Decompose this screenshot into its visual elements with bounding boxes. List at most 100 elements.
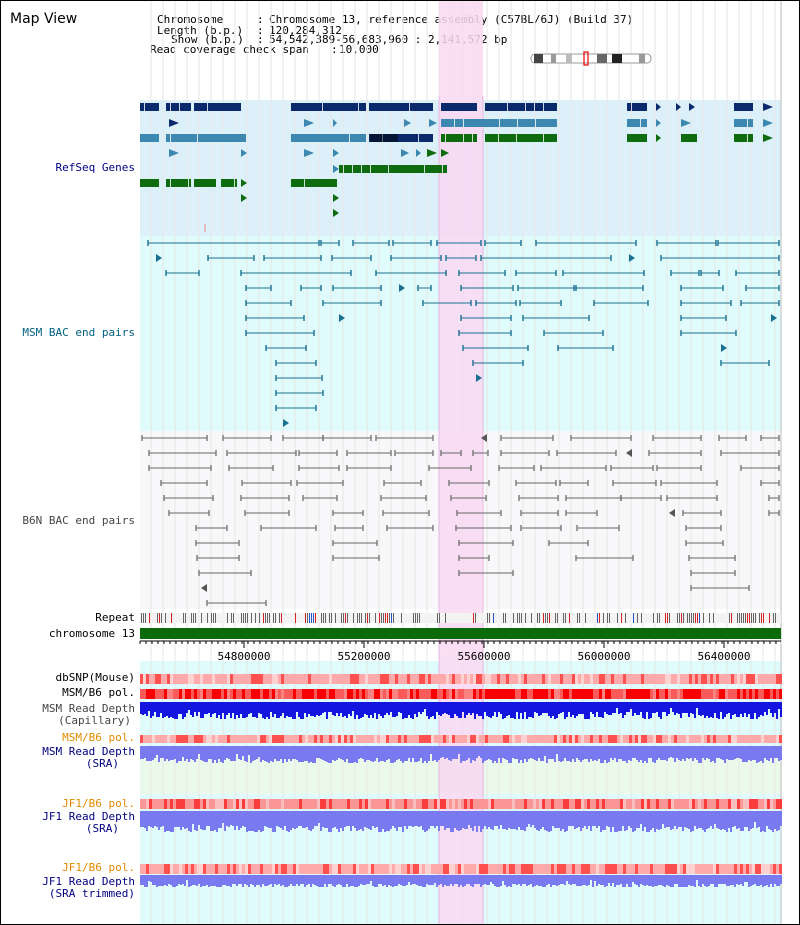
gene-arrow — [401, 149, 409, 157]
gene-body — [140, 103, 159, 111]
axis-tick-label: 55600000 — [458, 650, 511, 663]
bac-end-arrow — [629, 254, 635, 262]
gene-arrow — [169, 149, 179, 157]
gene-body — [194, 179, 216, 187]
gene-body — [441, 103, 477, 111]
gene-arrow — [681, 119, 691, 127]
gene-body — [369, 103, 433, 111]
show-sep: : — [257, 33, 264, 46]
label-repeat: Repeat — [95, 611, 135, 624]
position-axis: 54800000 55200000 55600000 56000000 56400000 — [139, 640, 781, 663]
label-chromosome: chromosome 13 — [48, 627, 135, 640]
label-jf1-depth-sra: JF1 Read Depth (SRA) — [15, 811, 135, 835]
gene-arrow — [333, 149, 339, 157]
gene-arrow — [241, 179, 247, 187]
dotted-verticals — [438, 96, 484, 924]
axis-tick-label: 55200000 — [338, 650, 391, 663]
gene-arrow — [763, 134, 773, 142]
bac-end-arrow — [201, 584, 207, 592]
gene-body — [485, 103, 557, 111]
gene-body — [166, 134, 246, 142]
gene-body — [369, 134, 433, 142]
show-key: Show (b.p.) — [171, 33, 244, 46]
gene-body — [291, 134, 366, 142]
gene-body — [734, 119, 753, 127]
gene-body — [291, 103, 366, 111]
length-value: 120,284,312 — [269, 24, 342, 37]
gene-arrow — [241, 194, 247, 202]
bac-end-arrow — [771, 314, 777, 322]
label-jf1-depth-trim: JF1 Read Depth (SRA trimmed) — [15, 876, 135, 900]
axis-tick-label: 56000000 — [578, 650, 631, 663]
gene-arrow — [404, 119, 411, 127]
msm-bac-features — [147, 240, 780, 427]
read-depth-tracks — [140, 702, 782, 887]
axis-tick-label: 56400000 — [698, 650, 751, 663]
gene-body — [441, 134, 477, 142]
map-view-title: Map View — [10, 11, 78, 27]
gene-arrow — [333, 165, 339, 173]
label-msm-b6-pol-2: MSM/B6 pol. — [62, 731, 135, 744]
label-jf1-depth-trim-line1: JF1 Read Depth — [42, 875, 135, 888]
gene-body — [339, 165, 447, 173]
gene-arrow — [333, 194, 339, 202]
gene-arrow — [416, 149, 421, 157]
label-msm-depth-cap-line2: (Capillary) — [58, 714, 131, 727]
bac-end-arrow — [481, 434, 487, 442]
bac-end-arrow — [626, 449, 632, 457]
gene-body — [291, 179, 337, 187]
gene-body — [221, 179, 237, 187]
bac-end-arrow — [476, 374, 482, 382]
bac-end-arrow — [283, 419, 289, 427]
label-jf1-depth-sra-line2: (SRA) — [85, 822, 119, 835]
gene-arrow — [304, 119, 314, 127]
gene-body — [734, 134, 753, 142]
gene-body — [627, 119, 647, 127]
bac-end-arrow — [399, 284, 405, 292]
gene-arrow — [304, 149, 314, 157]
label-msm-depth-sra-line2: (SRA) — [85, 757, 119, 770]
bac-end-arrow — [156, 254, 162, 262]
label-msm-depth-cap-line1: MSM Read Depth — [42, 702, 135, 715]
bac-end-arrow — [339, 314, 345, 322]
label-msm-depth-sra: MSM Read Depth (SRA) — [15, 746, 135, 770]
gene-body — [681, 134, 697, 142]
axis-tick-label: 54800000 — [218, 650, 271, 663]
gene-body — [166, 103, 191, 111]
chromosome-sep: : — [257, 13, 264, 26]
repeat-track — [140, 613, 781, 623]
gene-arrow — [656, 119, 661, 127]
gene-arrow — [441, 149, 449, 157]
coverage-value: 10,000 — [339, 43, 379, 56]
bac-end-arrow — [721, 344, 727, 352]
label-msm-depth-cap: MSM Read Depth (Capillary) — [15, 703, 135, 727]
refseq-gene-features — [140, 103, 773, 232]
label-jf1-b6-pol-2: JF1/B6 pol. — [62, 861, 135, 874]
gene-body — [627, 103, 647, 111]
gene-body — [140, 134, 159, 142]
label-jf1-b6-pol-1: JF1/B6 pol. — [62, 797, 135, 810]
b6n-bac-features — [141, 434, 780, 606]
gene-arrow — [689, 103, 695, 111]
gene-arrow — [763, 103, 773, 111]
gene-body — [734, 103, 753, 111]
gene-arrow — [333, 209, 339, 217]
gene-arrow — [429, 119, 437, 127]
chromosome-ideogram — [530, 51, 652, 66]
label-jf1-depth-trim-line2: (SRA trimmed) — [48, 887, 135, 900]
highlight-region — [439, 1, 483, 924]
chromosome-key: Chromosome — [157, 13, 224, 26]
gene-arrow — [656, 134, 661, 142]
gene-arrow — [656, 103, 661, 111]
gene-body — [194, 103, 241, 111]
label-msm-b6-pol-1: MSM/B6 pol. — [62, 686, 135, 699]
coverage-sep: : — [331, 43, 338, 56]
gene-arrow — [241, 149, 247, 157]
gene-arrow — [169, 119, 179, 127]
gene-arrow — [333, 119, 337, 127]
heatmap-tracks — [140, 674, 782, 874]
gene-body — [166, 179, 191, 187]
label-msm-bac: MSM BAC end pairs — [22, 326, 135, 339]
chromosome-bar — [140, 628, 781, 639]
